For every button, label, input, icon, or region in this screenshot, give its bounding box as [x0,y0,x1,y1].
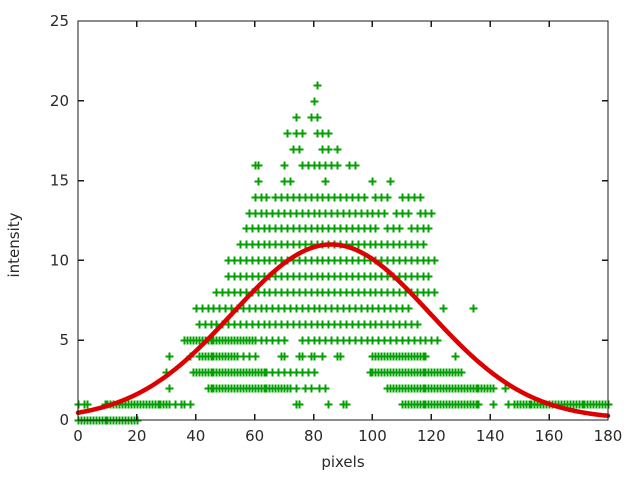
y-tick-label: 15 [50,172,69,190]
x-axis-tick-labels: 0 20 40 60 80 100 120 140 160 180 [73,427,622,445]
x-tick-label: 180 [594,427,623,445]
x-tick-label: 60 [245,427,264,445]
y-tick-label: 0 [59,411,69,429]
y-tick-label: 5 [59,331,69,349]
x-tick-label: 120 [417,427,446,445]
x-tick-label: 0 [73,427,83,445]
x-tick-label: 100 [358,427,387,445]
axis-ticks [77,20,609,421]
y-tick-label: 10 [50,251,69,269]
x-tick-label: 40 [186,427,205,445]
x-axis-title: pixels [321,453,365,471]
x-tick-label: 20 [127,427,146,445]
gaussian-fit-curve [75,242,611,419]
y-tick-label: 20 [50,92,69,110]
y-tick-label: 25 [50,12,69,30]
x-tick-label: 160 [535,427,564,445]
x-tick-label: 140 [476,427,505,445]
x-tick-label: 80 [304,427,323,445]
y-axis-tick-labels: 0 5 10 15 20 25 [50,12,69,429]
y-axis-title: intensity [5,212,23,277]
